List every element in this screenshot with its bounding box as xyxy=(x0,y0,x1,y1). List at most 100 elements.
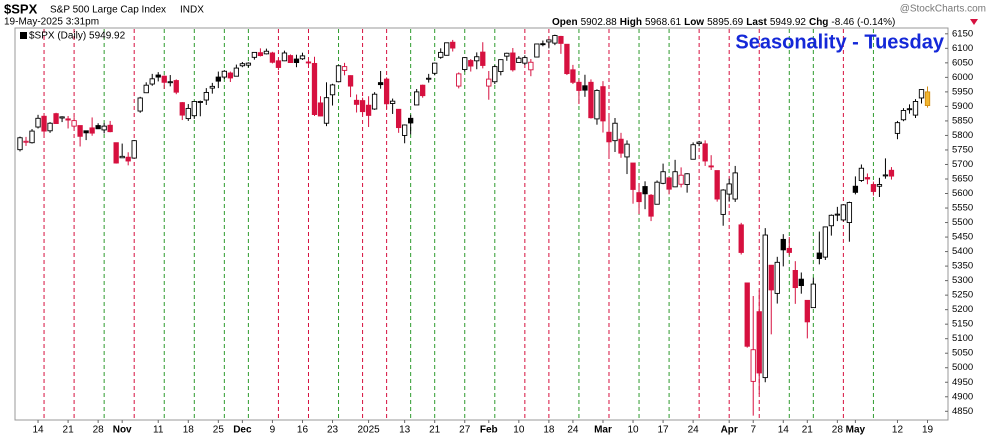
x-tick-label: May xyxy=(846,425,866,436)
candle-body xyxy=(317,102,324,117)
candle-body xyxy=(383,78,390,105)
candle-body xyxy=(35,117,41,128)
date: 19-May-2025 3:31pm xyxy=(4,17,99,28)
candle-body xyxy=(846,202,853,223)
candle-body xyxy=(564,43,570,75)
candle-body xyxy=(83,130,89,134)
candle-body xyxy=(786,247,792,253)
x-tick-label: 2025 xyxy=(357,425,380,436)
candle-body xyxy=(534,43,540,58)
y-tick-label: 5150 xyxy=(952,319,973,330)
candle-body xyxy=(804,299,810,323)
candle-body xyxy=(426,77,432,80)
x-tick-label: 28 xyxy=(832,425,844,436)
candle-body xyxy=(408,117,414,124)
candle-body xyxy=(732,172,738,200)
y-tick-label: 5650 xyxy=(952,174,973,185)
y-tick-label: 5600 xyxy=(952,188,973,199)
y-tick-label: 4900 xyxy=(952,391,973,402)
x-tick-label: 7 xyxy=(750,425,756,436)
quote-label: High xyxy=(620,17,642,28)
y-tick-label: 5000 xyxy=(952,362,973,373)
x-tick-label: 28 xyxy=(93,425,105,436)
x-tick-label: 12 xyxy=(892,425,904,436)
candle-body xyxy=(588,81,594,119)
candle-body xyxy=(41,115,47,132)
candle-body xyxy=(546,39,552,43)
y-tick-label: 5300 xyxy=(952,275,973,286)
candle-body xyxy=(341,66,348,71)
x-tick-label: 18 xyxy=(183,425,195,436)
candle-body xyxy=(29,130,35,144)
candle-body xyxy=(125,156,131,162)
candle-body xyxy=(287,55,294,64)
y-tick-label: 5800 xyxy=(952,130,973,141)
candle-body xyxy=(450,41,456,49)
candle-body xyxy=(558,35,564,44)
x-tick-label: 17 xyxy=(658,425,670,436)
x-tick-label: Feb xyxy=(480,425,498,436)
candle-body xyxy=(894,122,901,134)
chart-title: Seasonality - Tuesday xyxy=(735,31,944,53)
candle-body xyxy=(570,69,576,83)
candle-body xyxy=(630,162,636,190)
candle-body xyxy=(762,234,768,379)
candle-body xyxy=(702,143,708,162)
x-tick-label: 9 xyxy=(270,425,276,436)
candle-body xyxy=(305,61,312,64)
x-tick-label: Nov xyxy=(113,425,132,436)
candle-body xyxy=(624,143,630,158)
candle-body xyxy=(257,52,264,57)
candle-body xyxy=(389,100,396,104)
x-tick-label: 13 xyxy=(399,425,411,436)
candle-body xyxy=(738,224,744,253)
candle-body xyxy=(17,137,23,151)
candle-body xyxy=(600,86,606,122)
y-tick-label: 5400 xyxy=(952,246,973,257)
candle-body xyxy=(582,85,588,91)
candle-body xyxy=(486,78,492,87)
candle-body xyxy=(137,97,143,112)
y-tick-label: 5100 xyxy=(952,333,973,344)
x-tick-label: 11 xyxy=(153,425,164,436)
candle-body xyxy=(528,61,534,71)
candle-body xyxy=(900,110,907,121)
candle-body xyxy=(221,70,227,78)
candle-body xyxy=(251,51,258,58)
candle-body xyxy=(678,174,684,185)
y-tick-label: 6100 xyxy=(952,43,973,54)
y-tick-label: 6050 xyxy=(952,57,973,68)
legend-swatch xyxy=(20,32,27,39)
candle-body xyxy=(768,264,774,291)
candle-body xyxy=(173,80,179,93)
candle-body xyxy=(714,170,720,200)
candle-body xyxy=(540,43,546,46)
down-arrow xyxy=(970,19,978,25)
y-tick-label: 4950 xyxy=(952,377,973,388)
candle-body xyxy=(245,62,252,66)
candle-body xyxy=(107,124,113,133)
candle-body xyxy=(924,91,931,107)
y-tick-label: 5250 xyxy=(952,290,973,301)
candle-body xyxy=(576,81,582,91)
candle-body xyxy=(648,194,654,217)
symbol: $SPX xyxy=(4,1,38,16)
candle-body xyxy=(233,67,240,77)
candle-body xyxy=(906,108,913,111)
candle-body xyxy=(281,52,288,62)
candle-body xyxy=(828,214,835,227)
candle-body xyxy=(810,283,816,309)
candle-body xyxy=(498,59,504,73)
candle-body xyxy=(131,140,137,159)
candle-body xyxy=(395,108,402,129)
y-tick-label: 5350 xyxy=(952,261,973,272)
candle-body xyxy=(798,278,804,287)
index-name: S&P 500 Large Cap Index xyxy=(50,5,166,16)
x-tick-label: 14 xyxy=(778,425,790,436)
x-tick-label: 25 xyxy=(213,425,225,436)
candle-body xyxy=(89,127,95,134)
quote-label: Last xyxy=(746,17,767,28)
candle-body xyxy=(492,66,498,83)
quote-label: Low xyxy=(684,17,704,28)
